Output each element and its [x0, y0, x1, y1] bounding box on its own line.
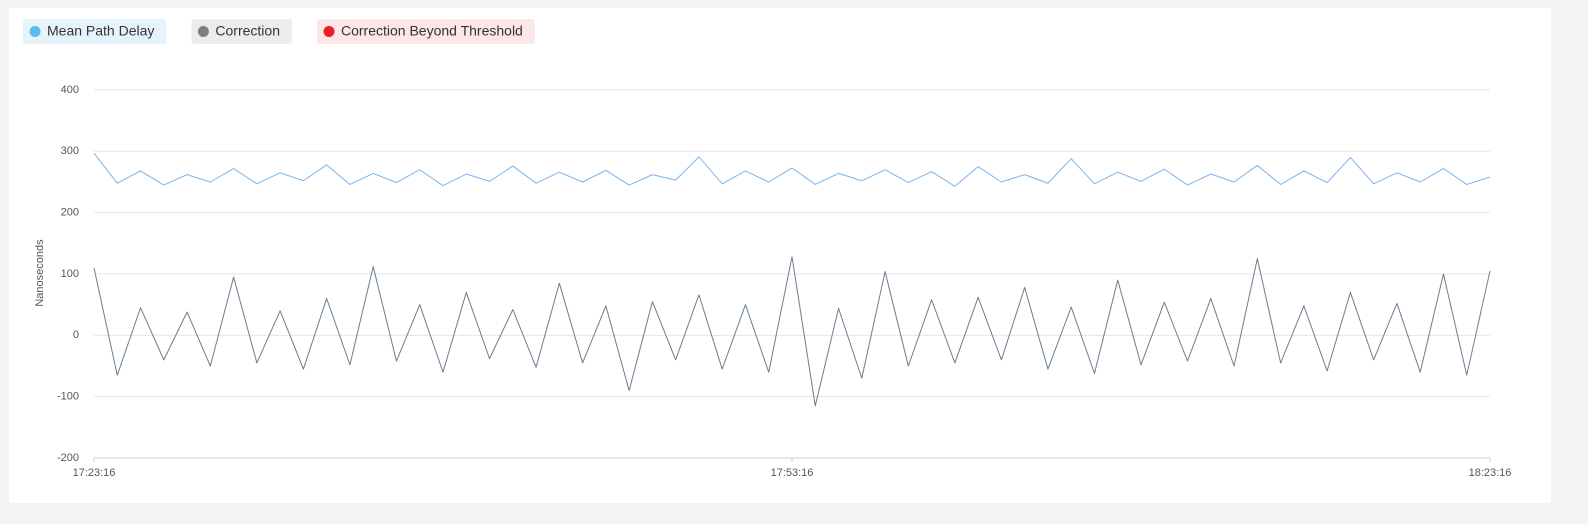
series-line — [93, 256, 1491, 407]
legend-swatch — [323, 26, 335, 37]
legend-label: Correction Beyond Threshold — [341, 23, 523, 39]
legend-swatch — [29, 26, 41, 37]
y-tick-label: -200 — [57, 452, 79, 464]
y-tick-label: -100 — [57, 391, 79, 403]
legend-item[interactable]: Correction Beyond Threshold — [317, 19, 535, 44]
x-tick-label: 18:23:16 — [1469, 467, 1512, 479]
legend-item[interactable]: Mean Path Delay — [23, 19, 167, 44]
legend-background — [23, 19, 167, 44]
legend-background — [317, 19, 535, 44]
x-tick-label: 17:23:16 — [73, 467, 116, 479]
y-axis-label: Nanoseconds — [34, 239, 46, 307]
legend-label: Mean Path Delay — [47, 23, 154, 39]
legend-item[interactable]: Correction — [191, 19, 292, 44]
panel — [9, 8, 1551, 503]
x-tick-label: 17:53:16 — [771, 467, 814, 479]
series-line — [93, 152, 1491, 187]
legend-swatch — [197, 26, 209, 37]
y-tick-label: 200 — [61, 207, 79, 219]
legend-label: Correction — [215, 23, 280, 39]
y-tick-label: 0 — [73, 329, 79, 341]
y-tick-label: 400 — [61, 84, 79, 96]
y-tick-label: 300 — [61, 145, 79, 157]
y-tick-label: 100 — [61, 268, 79, 280]
legend-background — [191, 19, 292, 44]
